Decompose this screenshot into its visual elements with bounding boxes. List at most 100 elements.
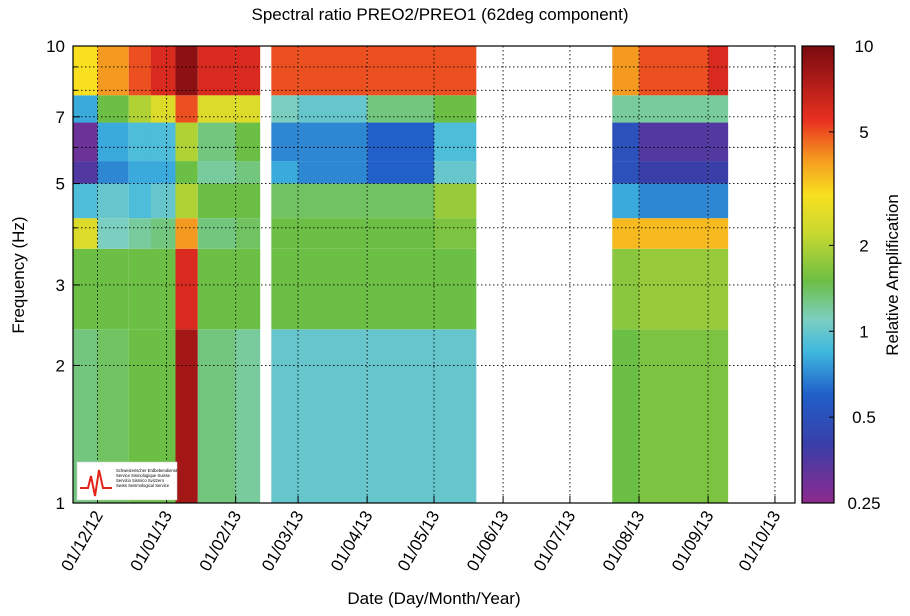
heat-cell <box>298 249 367 329</box>
colorbar-tick-label: 1 <box>859 322 868 341</box>
heat-cell <box>271 184 298 219</box>
heat-cell <box>176 46 198 95</box>
colorbar-tick-label: 0.5 <box>852 408 876 427</box>
heat-cell <box>151 161 176 183</box>
heat-cell <box>176 123 198 162</box>
heat-cell <box>198 95 236 122</box>
colorbar-tick-label: 0.25 <box>847 494 880 513</box>
colorbar <box>802 46 834 503</box>
heat-cell <box>708 249 728 329</box>
heat-cell <box>708 161 728 183</box>
heat-cell <box>129 95 151 122</box>
heat-cell <box>298 46 367 95</box>
heat-cell <box>367 46 434 95</box>
heat-cell <box>612 46 639 95</box>
heat-cell <box>434 329 476 503</box>
x-tick-label: 01/05/13 <box>394 508 444 575</box>
heat-cell <box>176 249 198 329</box>
heat-cell <box>612 329 639 503</box>
y-tick-label: 3 <box>56 276 65 295</box>
heat-cell <box>236 123 261 162</box>
heat-cell <box>151 46 176 95</box>
x-axis-label: Date (Day/Month/Year) <box>347 589 520 608</box>
heat-cell <box>639 329 708 503</box>
heat-cell <box>271 218 298 249</box>
heat-cell <box>198 249 236 329</box>
colorbar-tick-label: 2 <box>859 236 868 255</box>
heat-cell <box>367 218 434 249</box>
heat-cell <box>612 218 639 249</box>
heat-cell <box>98 46 129 95</box>
heat-cell <box>708 184 728 219</box>
heat-cell <box>176 184 198 219</box>
heat-cell <box>639 95 708 122</box>
heat-cell <box>639 218 708 249</box>
heat-cell <box>236 184 261 219</box>
x-tick-label: 01/01/13 <box>127 508 177 575</box>
heat-cell <box>434 123 476 162</box>
heat-cell <box>367 161 434 183</box>
heat-cell <box>129 46 151 95</box>
x-tick-label: 01/10/13 <box>735 508 785 575</box>
heat-cell <box>98 184 129 219</box>
heat-cell <box>367 184 434 219</box>
heat-cell <box>271 329 298 503</box>
heat-cell <box>298 161 367 183</box>
colorbar-tick-label: 5 <box>859 123 868 142</box>
heat-cell <box>434 249 476 329</box>
heat-cell <box>271 95 298 122</box>
x-tick-label: 01/02/13 <box>196 508 246 575</box>
heat-cell <box>129 123 151 162</box>
y-tick-label: 5 <box>56 175 65 194</box>
heat-cell <box>73 184 98 219</box>
heat-cell <box>73 123 98 162</box>
heatmap <box>73 46 728 503</box>
heat-cell <box>198 161 236 183</box>
heat-cell <box>198 218 236 249</box>
heat-cell <box>271 249 298 329</box>
y-axis-label: Frequency (Hz) <box>9 216 28 333</box>
heat-cell <box>73 161 98 183</box>
heat-cell <box>298 329 367 503</box>
heat-cell <box>151 249 176 329</box>
heat-cell <box>708 95 728 122</box>
x-tick-label: 01/07/13 <box>530 508 580 575</box>
heat-cell <box>198 329 236 503</box>
heat-cell <box>151 218 176 249</box>
heat-cell <box>151 123 176 162</box>
heat-cell <box>176 95 198 122</box>
heat-cell <box>434 218 476 249</box>
heat-cell <box>98 249 129 329</box>
logo: Schweizerischer Erdbebendienst Service S… <box>77 462 178 500</box>
heat-cell <box>434 95 476 122</box>
heat-cell <box>639 184 708 219</box>
heat-cell <box>298 95 367 122</box>
heat-cell <box>176 161 198 183</box>
heat-cell <box>98 123 129 162</box>
heat-cell <box>612 249 639 329</box>
heat-cell <box>708 329 728 503</box>
logo-text: Swiss Seismological Service <box>116 483 170 488</box>
x-tick-label: 01/12/12 <box>57 508 107 575</box>
heat-cell <box>198 184 236 219</box>
heat-cell <box>298 123 367 162</box>
heat-cell <box>639 161 708 183</box>
colorbar-tick-label: 10 <box>855 37 874 56</box>
y-tick-label: 10 <box>46 37 65 56</box>
heat-cell <box>434 161 476 183</box>
heat-cell <box>271 46 298 95</box>
heat-cell <box>98 95 129 122</box>
heat-cell <box>612 123 639 162</box>
heat-cell <box>236 95 261 122</box>
heat-cell <box>236 329 261 503</box>
heat-cell <box>198 123 236 162</box>
heat-cell <box>367 249 434 329</box>
heat-cell <box>612 161 639 183</box>
heat-cell <box>129 218 151 249</box>
heat-cell <box>73 46 98 95</box>
heat-cell <box>708 46 728 95</box>
y-tick-label: 2 <box>56 356 65 375</box>
heat-cell <box>151 95 176 122</box>
x-tick-label: 01/08/13 <box>599 508 649 575</box>
